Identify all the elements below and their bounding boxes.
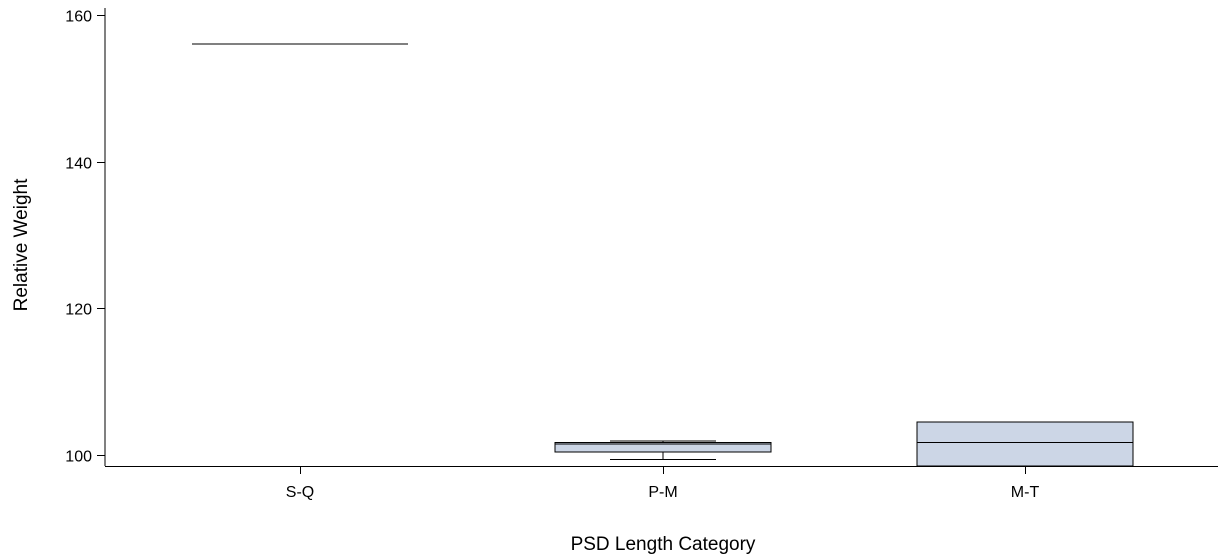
box-iqr — [916, 421, 1134, 467]
y-tick-label: 140 — [65, 156, 92, 173]
box-iqr — [554, 442, 772, 453]
y-axis-label: Relative Weight — [11, 178, 32, 311]
box-p-m — [554, 440, 772, 460]
y-tick-label: 120 — [65, 302, 92, 319]
box-m-t — [916, 421, 1134, 467]
x-tick-label: S-Q — [286, 484, 314, 501]
y-tick-label: 100 — [65, 449, 92, 466]
y-axis: 100 120 140 160 — [65, 8, 106, 466]
x-tick-label: P-M — [648, 484, 677, 501]
x-tick-label: M-T — [1011, 484, 1040, 501]
box-series — [192, 43, 1134, 467]
x-axis-label: PSD Length Category — [571, 534, 756, 555]
y-tick-label: 160 — [65, 9, 92, 26]
x-axis: S-Q P-M M-T — [105, 466, 1218, 501]
